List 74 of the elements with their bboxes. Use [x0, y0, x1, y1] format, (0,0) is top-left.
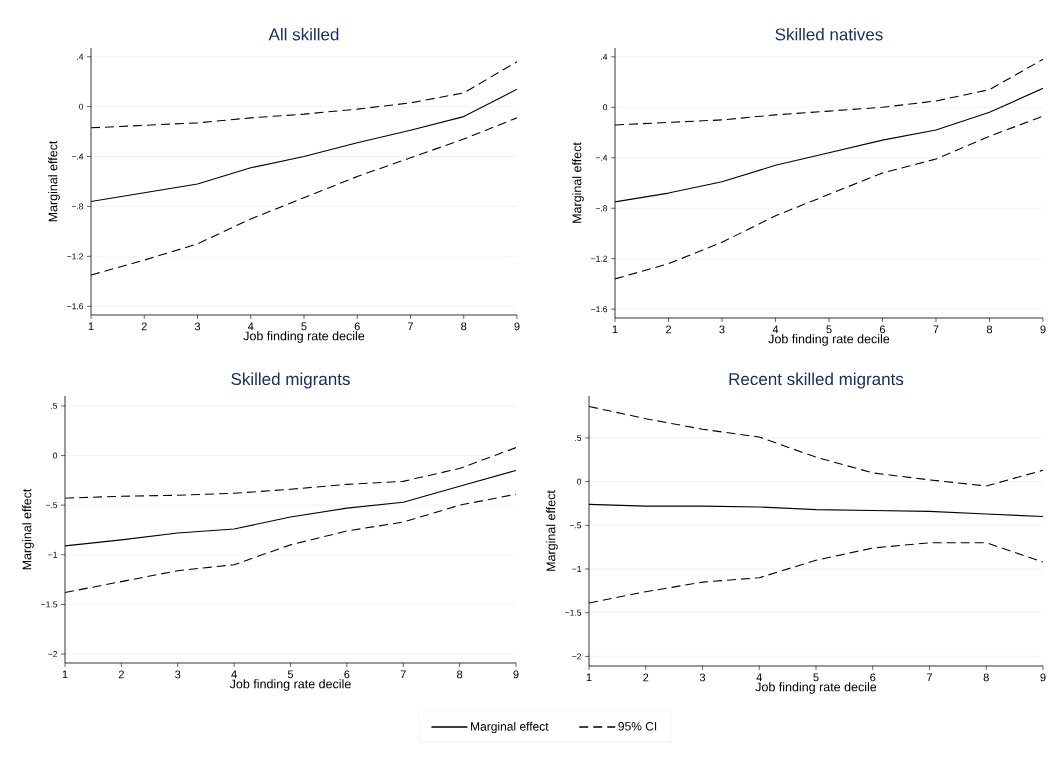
- x-tick-label: 1: [62, 670, 68, 679]
- chart-title: Skilled natives: [775, 27, 883, 41]
- x-tick-label: 8: [983, 673, 989, 682]
- x-tick-label: 9: [513, 670, 519, 679]
- y-tick-label: −1.5: [41, 601, 58, 608]
- y-tick-label: −2: [572, 653, 582, 660]
- x-tick-label: 1: [88, 322, 94, 331]
- legend-label: 95% CI: [618, 722, 657, 731]
- y-tick-label: −.8: [71, 203, 84, 210]
- x-tick-label: 6: [870, 673, 876, 682]
- x-tick-label: 5: [301, 322, 307, 331]
- chart-title: Recent skilled migrants: [729, 372, 904, 389]
- y-tick-label: 0: [603, 104, 608, 111]
- y-tick-label: −.4: [595, 154, 608, 161]
- x-tick-label: 8: [986, 325, 993, 334]
- legend-label: Marginal effect: [471, 721, 549, 734]
- x-tick-label: 5: [287, 670, 294, 679]
- x-tick-label: 8: [457, 670, 463, 679]
- y-tick-label: .4: [601, 53, 608, 60]
- y-tick-label: −1.6: [591, 306, 608, 313]
- x-tick-label: 1: [612, 325, 618, 334]
- chart-title: Skilled migrants: [231, 372, 350, 389]
- y-axis-title: Marginal effect: [48, 140, 60, 222]
- x-tick-label: 3: [175, 670, 181, 679]
- y-axis-title: Marginal effect: [546, 490, 558, 571]
- y-tick-label: 0: [79, 103, 84, 110]
- chart-title: All skilled: [268, 27, 339, 41]
- x-tick-label: 9: [514, 322, 520, 331]
- x-tick-label: 4: [756, 673, 762, 682]
- x-axis-title: Job finding rate decile: [229, 679, 351, 691]
- x-tick-label: 7: [400, 670, 406, 679]
- y-tick-label: −1.5: [565, 609, 582, 616]
- y-tick-label: .4: [77, 53, 84, 60]
- y-axis-title: Marginal effect: [22, 488, 34, 570]
- x-tick-label: 6: [354, 322, 360, 331]
- x-tick-label: 7: [927, 673, 932, 682]
- y-tick-label: −.5: [45, 502, 58, 509]
- x-tick-label: 9: [1040, 673, 1046, 682]
- x-tick-label: 7: [408, 322, 414, 331]
- x-tick-label: 4: [247, 322, 254, 331]
- x-tick-label: 4: [772, 325, 779, 334]
- x-tick-label: 3: [194, 322, 201, 331]
- x-tick-label: 9: [1040, 325, 1046, 334]
- y-tick-label: −1: [48, 551, 58, 558]
- x-tick-label: 1: [586, 673, 592, 682]
- y-tick-label: −1: [572, 566, 582, 572]
- x-tick-label: 2: [141, 322, 147, 331]
- x-axis-title: Job finding rate decile: [755, 682, 877, 694]
- y-tick-label: .5: [575, 434, 582, 441]
- x-tick-label: 6: [344, 670, 350, 679]
- x-tick-label: 7: [933, 325, 939, 334]
- x-tick-label: 2: [665, 325, 672, 334]
- y-axis-title: Marginal effect: [572, 142, 584, 223]
- y-tick-label: −1.2: [67, 253, 84, 260]
- y-tick-label: .5: [51, 402, 58, 409]
- y-tick-label: −.8: [595, 205, 608, 212]
- x-axis-title: Job finding rate decile: [768, 334, 890, 346]
- x-tick-label: 2: [643, 673, 649, 682]
- x-tick-label: 6: [880, 325, 886, 334]
- y-tick-label: −.5: [569, 522, 582, 529]
- y-tick-label: 0: [53, 452, 58, 459]
- x-axis-title: Job finding rate decile: [243, 331, 365, 343]
- y-tick-label: −1.6: [67, 303, 84, 310]
- x-tick-label: 4: [231, 670, 237, 679]
- x-tick-label: 2: [118, 670, 124, 679]
- x-tick-label: 8: [461, 322, 467, 331]
- y-tick-label: −2: [48, 651, 58, 658]
- x-tick-label: 5: [813, 673, 819, 682]
- x-tick-label: 3: [699, 673, 706, 682]
- y-tick-label: −.4: [71, 153, 84, 160]
- x-tick-label: 5: [826, 325, 832, 334]
- y-tick-label: −1.2: [591, 255, 608, 262]
- y-tick-label: 0: [577, 478, 582, 485]
- x-tick-label: 3: [719, 325, 725, 334]
